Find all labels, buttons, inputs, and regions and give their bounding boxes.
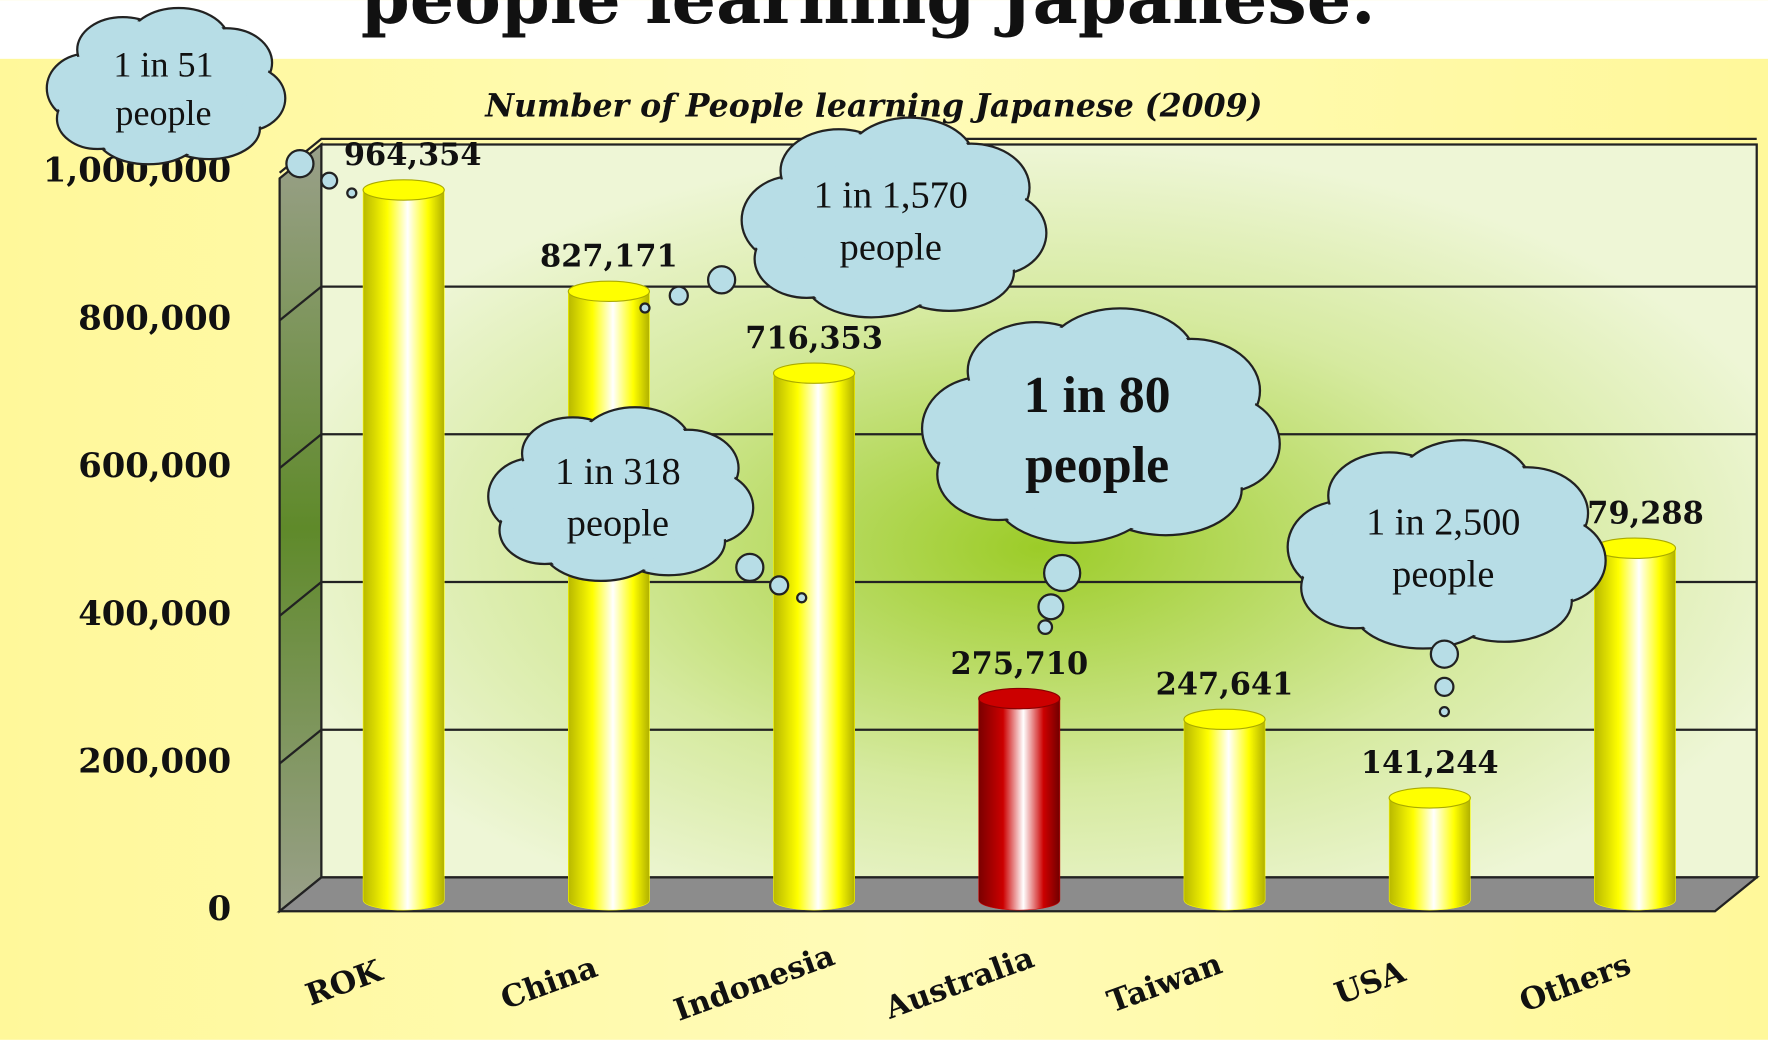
bar	[774, 373, 855, 910]
bar	[1184, 719, 1265, 910]
thought-bubble	[1044, 555, 1080, 591]
value-label: 141,244	[1361, 745, 1499, 781]
thought-bubble	[1038, 594, 1063, 619]
bar-group	[1389, 788, 1470, 910]
value-label: 275,710	[950, 646, 1088, 682]
bar-top	[568, 281, 649, 301]
thought-bubble	[321, 173, 337, 189]
thought-bubble	[797, 593, 806, 602]
annotation: 1 in 1,570	[814, 175, 968, 217]
thought-bubble	[736, 554, 763, 581]
thought-bubble	[708, 266, 735, 293]
side-wall	[280, 145, 322, 912]
bar-top	[774, 363, 855, 383]
thought-bubble	[670, 287, 688, 305]
annotation: people	[567, 503, 669, 545]
thought-bubble	[1431, 641, 1458, 668]
bar-group	[1594, 538, 1675, 910]
value-label: 827,171	[540, 239, 678, 275]
bar	[363, 190, 444, 910]
chart-subtitle: Number of People learning Japanese (2009…	[484, 87, 1262, 124]
annotation: people	[1025, 437, 1169, 494]
bar-top	[979, 688, 1060, 708]
y-tick-label: 800,000	[78, 297, 231, 337]
chart: people learning Japanese. Number of Peop…	[0, 0, 1768, 1040]
annotation: 1 in 80	[1024, 367, 1171, 424]
y-tick-label: 0	[208, 888, 232, 928]
bar	[979, 699, 1060, 911]
y-tick-label: 200,000	[78, 741, 231, 781]
bar-top	[1594, 538, 1675, 558]
bar-group	[363, 180, 444, 910]
value-label: 247,641	[1156, 667, 1294, 703]
page: people learning Japanese. Number of Peop…	[0, 0, 1768, 1040]
annotation: 1 in 2,500	[1366, 502, 1520, 544]
bar-group	[774, 363, 855, 910]
bar	[1389, 798, 1470, 910]
thought-bubble	[1440, 707, 1449, 716]
thought-bubble	[1038, 620, 1052, 634]
bar-group	[568, 281, 649, 910]
annotation: people	[1392, 553, 1494, 595]
bar-top	[363, 180, 444, 200]
annotation: people	[115, 93, 211, 133]
value-label: 716,353	[745, 320, 883, 356]
bar-group	[979, 688, 1060, 910]
y-tick-label: 600,000	[78, 445, 231, 485]
thought-bubble	[347, 189, 356, 198]
thought-bubble	[1435, 678, 1453, 696]
bar	[1594, 548, 1675, 910]
annotation: people	[840, 226, 942, 268]
bar-top	[1184, 709, 1265, 729]
annotation: 1 in 51	[113, 44, 213, 84]
thought-bubble	[770, 576, 788, 594]
bar	[568, 291, 649, 910]
bar-top	[1389, 788, 1470, 808]
value-label: 964,354	[344, 137, 482, 173]
y-tick-label: 400,000	[78, 593, 231, 633]
thought-bubble	[640, 304, 649, 313]
thought-bubble	[286, 150, 313, 177]
bar-group	[1184, 709, 1265, 910]
annotation: 1 in 318	[555, 451, 681, 493]
title: people learning Japanese.	[361, 0, 1376, 40]
